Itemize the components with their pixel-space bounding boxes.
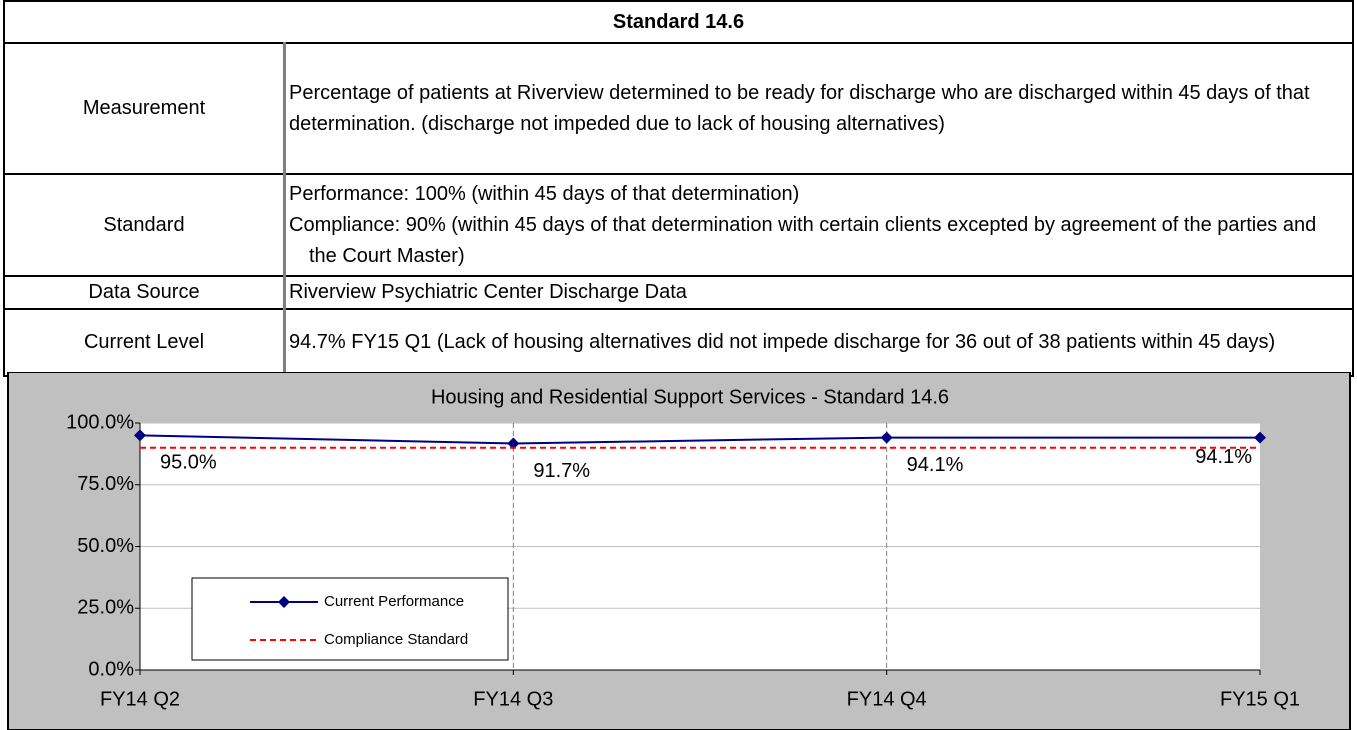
data-label: 95.0% [160, 452, 217, 474]
row-text: 94.7% FY15 Q1 (Lack of housing alternati… [283, 308, 1354, 377]
row-text: Compliance: 90% (within 45 days of that … [289, 213, 1317, 267]
table-title: Standard 14.6 [3, 0, 1354, 44]
x-tick-label: FY14 Q2 [100, 688, 180, 710]
row-text: Performance: 100% (within 45 days of tha… [289, 182, 800, 205]
standard-table: Standard 14.6 Measurement Percentage of p… [3, 0, 1354, 377]
x-tick-label: FY14 Q4 [847, 688, 927, 710]
row-cell: Performance: 100% (within 45 days of tha… [283, 173, 1354, 277]
x-tick-label: FY15 Q1 [1220, 688, 1300, 710]
row-label: Measurement [3, 42, 286, 175]
series-line [139, 434, 1260, 445]
legend [191, 577, 509, 661]
chart: Housing and Residential Support Services… [7, 372, 1351, 730]
y-tick-label: 25.0% [77, 597, 134, 619]
data-label: 94.1% [1195, 446, 1252, 468]
chart-title: Housing and Residential Support Services… [431, 386, 949, 408]
y-tick-label: 100.0% [66, 411, 134, 433]
data-point [880, 431, 893, 444]
row-label: Current Level [3, 308, 286, 377]
legend-label: Current Performance [324, 593, 464, 610]
data-point [134, 429, 146, 442]
x-tick-label: FY14 Q3 [473, 688, 553, 710]
row-label: Standard [3, 173, 286, 277]
data-point [507, 437, 520, 450]
data-point [1254, 431, 1266, 444]
y-tick-label: 50.0% [77, 535, 134, 557]
legend-marker [278, 596, 290, 608]
data-label: 91.7% [533, 460, 590, 482]
row-label: Data Source [3, 275, 286, 310]
data-label: 94.1% [907, 454, 964, 476]
row-text: Riverview Psychiatric Center Discharge D… [283, 275, 1354, 310]
y-tick-label: 75.0% [77, 473, 134, 495]
legend-label: Compliance Standard [324, 631, 468, 648]
y-tick-label: 0.0% [88, 658, 134, 680]
row-text: Percentage of patients at Riverview dete… [283, 42, 1354, 175]
